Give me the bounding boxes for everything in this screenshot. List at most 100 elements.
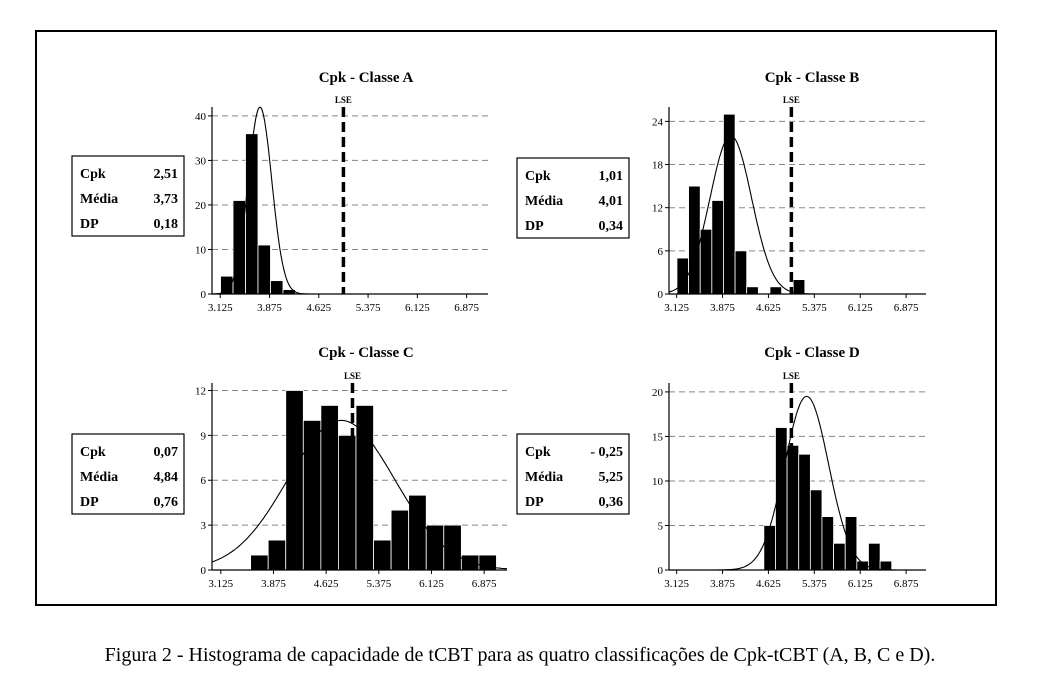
histogram-bar <box>711 200 724 295</box>
x-tick-label: 4.625 <box>756 578 781 590</box>
stats-value: 4,01 <box>599 194 624 209</box>
y-tick-label: 5 <box>658 520 664 532</box>
y-tick-label: 30 <box>195 155 207 167</box>
y-tick-label: 0 <box>658 565 664 577</box>
y-tick-label: 20 <box>195 200 207 212</box>
stats-label: Cpk <box>80 445 106 460</box>
x-tick-label: 3.875 <box>710 578 735 590</box>
stats-box <box>516 433 630 515</box>
stats-label: Média <box>525 470 563 485</box>
histogram-bar <box>443 524 462 571</box>
histogram-bar <box>302 419 322 571</box>
x-tick-label: 6.875 <box>454 302 479 314</box>
histogram-bar <box>270 280 284 295</box>
chart-title: Cpk - Classe C <box>318 345 413 361</box>
histogram-bar <box>769 286 782 295</box>
histogram-bar <box>868 542 881 571</box>
histogram-bar <box>879 560 893 571</box>
histogram-bar <box>844 516 858 571</box>
x-tick-label: 4.625 <box>306 302 331 314</box>
stats-value: - 0,25 <box>590 445 623 460</box>
histogram-bar <box>821 516 835 571</box>
y-tick-label: 9 <box>201 430 207 442</box>
histogram-bar <box>257 244 271 295</box>
x-tick-label: 6.875 <box>894 578 919 590</box>
stats-value: 0,07 <box>154 445 179 460</box>
stats-value: 3,73 <box>154 192 179 207</box>
histogram-bar <box>792 279 806 295</box>
y-tick-label: 15 <box>652 431 664 443</box>
x-tick-label: 4.625 <box>756 302 781 314</box>
x-tick-label: 5.375 <box>356 302 381 314</box>
stats-value: 0,76 <box>154 495 179 510</box>
histogram-bar <box>746 286 759 295</box>
y-tick-label: 12 <box>652 203 663 215</box>
histogram-bar <box>833 542 846 571</box>
histogram-bar <box>809 489 823 571</box>
lse-label: LSE <box>344 371 361 381</box>
stats-label: Média <box>80 470 118 485</box>
histogram-bar <box>390 509 410 571</box>
stats-label: DP <box>80 217 99 232</box>
x-tick-label: 3.875 <box>710 302 735 314</box>
stats-value: 0,36 <box>599 495 624 510</box>
stats-label: Cpk <box>525 445 551 460</box>
x-tick-label: 4.625 <box>314 578 339 590</box>
y-tick-label: 6 <box>201 475 207 487</box>
y-tick-label: 18 <box>652 160 664 172</box>
stats-value: 4,84 <box>154 470 179 485</box>
stats-label: Cpk <box>80 167 106 182</box>
stats-box <box>71 155 185 237</box>
chart-title: Cpk - Classe A <box>319 70 414 86</box>
x-tick-label: 3.125 <box>664 578 689 590</box>
stats-value: 1,01 <box>599 169 624 184</box>
histogram-bar <box>460 554 480 571</box>
y-tick-label: 10 <box>652 476 664 488</box>
lse-label: LSE <box>335 95 352 105</box>
histogram-bar <box>285 390 304 571</box>
chart-title: Cpk - Classe B <box>765 70 860 86</box>
x-tick-label: 6.125 <box>848 302 873 314</box>
histogram-bar <box>320 405 339 571</box>
y-tick-label: 40 <box>195 111 207 123</box>
histogram-bar <box>232 200 246 295</box>
y-tick-label: 6 <box>658 246 664 258</box>
x-tick-label: 6.875 <box>472 578 497 590</box>
x-tick-label: 3.125 <box>208 578 233 590</box>
lse-label: LSE <box>783 371 800 381</box>
histogram-bar <box>373 539 392 571</box>
stats-box <box>71 433 185 515</box>
x-tick-label: 3.125 <box>208 302 233 314</box>
histogram-bar <box>688 185 701 295</box>
histogram-bar <box>763 525 776 571</box>
stats-value: 5,25 <box>599 470 624 485</box>
y-tick-label: 0 <box>201 565 207 577</box>
y-tick-label: 20 <box>652 387 664 399</box>
x-tick-label: 6.125 <box>405 302 430 314</box>
chart-title: Cpk - Classe D <box>764 345 860 361</box>
x-tick-label: 3.125 <box>664 302 689 314</box>
normal-curve <box>211 419 508 570</box>
stats-value: 0,18 <box>154 217 179 232</box>
stats-label: DP <box>525 219 544 234</box>
histogram-bar <box>734 250 748 295</box>
x-tick-label: 6.125 <box>848 578 873 590</box>
x-tick-label: 3.875 <box>257 302 282 314</box>
histogram-bar <box>355 405 374 571</box>
y-tick-label: 0 <box>201 289 207 301</box>
stats-value: 2,51 <box>154 167 179 182</box>
x-tick-label: 5.375 <box>802 302 827 314</box>
stats-box <box>516 157 630 239</box>
histogram-bar <box>250 554 269 571</box>
stats-label: Média <box>80 192 118 207</box>
chart-panel-4: Cpk - Classe D 0 5 10 15 20 3.125 3.875 4.625 5.3… <box>516 345 926 590</box>
stats-label: DP <box>80 495 99 510</box>
figure-frame <box>35 30 997 606</box>
chart-panel-2: Cpk - Classe B 0 6 12 18 24 3.125 3.875 4.625 5.3… <box>516 70 926 314</box>
stats-label: Média <box>525 194 563 209</box>
stats-label: Cpk <box>525 169 551 184</box>
x-tick-label: 6.125 <box>419 578 444 590</box>
histogram-bar <box>267 539 287 571</box>
x-tick-label: 6.875 <box>894 302 919 314</box>
y-tick-label: 12 <box>195 385 206 397</box>
